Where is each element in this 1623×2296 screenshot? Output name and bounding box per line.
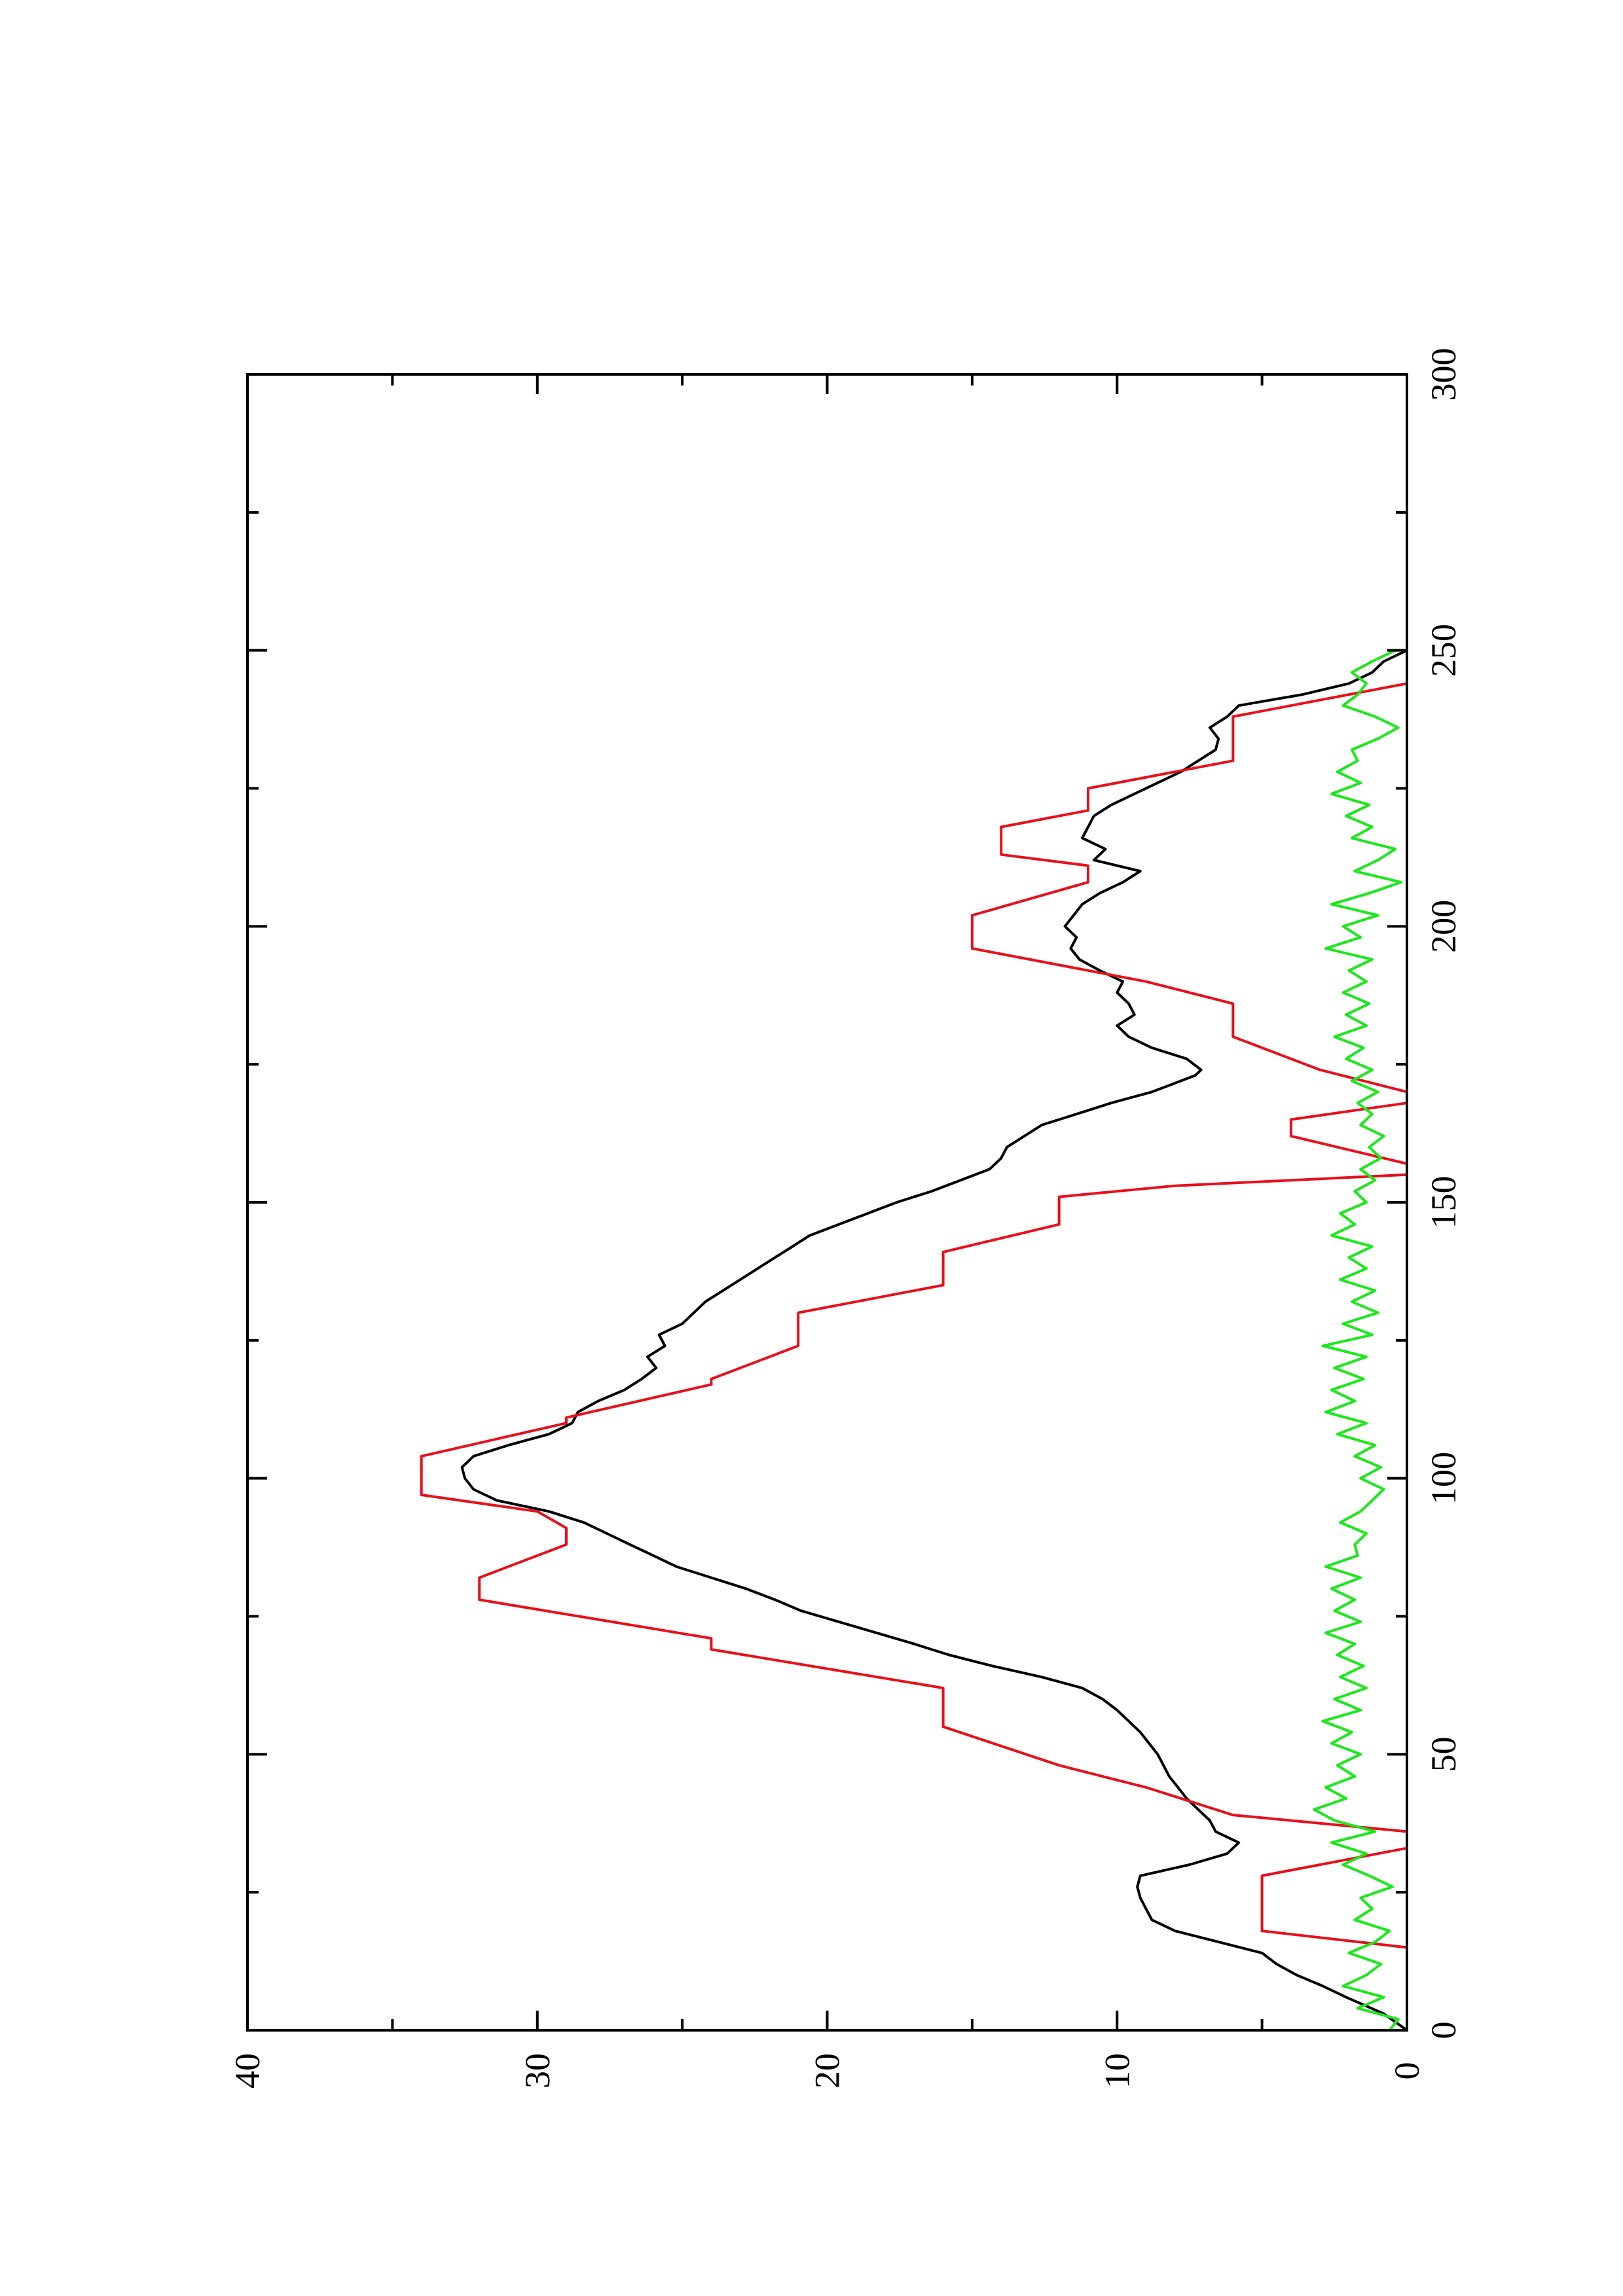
y-tick-label: 0 xyxy=(1387,2062,1427,2080)
series-line-2 xyxy=(420,650,1408,2030)
series-line-3 xyxy=(1313,649,1403,2032)
series-layer xyxy=(420,649,1408,2032)
x-tick-label: 150 xyxy=(1424,1176,1463,1229)
y-tick-label: 10 xyxy=(1097,2053,1137,2089)
x-tick-label: 200 xyxy=(1424,900,1463,953)
y-tick-label: 30 xyxy=(518,2053,557,2089)
x-tick-label: 100 xyxy=(1424,1452,1463,1505)
y-tick-label: 40 xyxy=(228,2053,267,2089)
x-tick-label: 300 xyxy=(1424,348,1463,401)
x-tick-label: 250 xyxy=(1424,624,1463,677)
y-tick-label: 20 xyxy=(808,2053,847,2089)
label-layer: 0 50 100 150 200 250 300 0 10 20 30 40 xyxy=(228,348,1463,2089)
plot-frame xyxy=(246,373,1408,2032)
x-tick-label: 0 xyxy=(1424,2022,1463,2039)
series-line-1 xyxy=(460,649,1408,2032)
x-tick-label: 50 xyxy=(1424,1736,1463,1772)
